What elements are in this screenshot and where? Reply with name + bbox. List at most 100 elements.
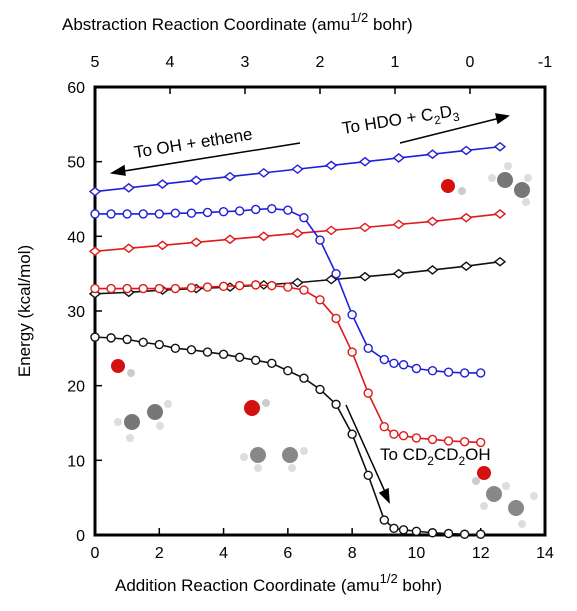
diamond-marker xyxy=(358,271,372,282)
circle-marker xyxy=(379,515,389,525)
circle-marker xyxy=(186,208,197,218)
circle-marker xyxy=(218,206,229,217)
circle-marker xyxy=(90,283,100,294)
diamond-marker xyxy=(291,277,304,288)
circle-marker xyxy=(218,349,229,360)
x-label-sup: 1/2 xyxy=(380,571,398,586)
annotation: To CD2CD2OH xyxy=(380,445,491,468)
diamond-marker xyxy=(392,219,405,230)
diamond-marker xyxy=(493,141,507,152)
circle-marker xyxy=(299,373,309,383)
circle-marker xyxy=(411,433,422,443)
annotation-subscript: 2 xyxy=(433,113,442,128)
annotation-part: To CD xyxy=(380,445,427,464)
x-tick-label: 10 xyxy=(408,545,426,562)
annotation-subscript: 3 xyxy=(452,110,461,125)
circle-marker xyxy=(218,281,229,292)
x-tick-label: 8 xyxy=(348,545,357,562)
circle-marker xyxy=(122,334,132,345)
circle-marker xyxy=(389,429,399,439)
circle-marker xyxy=(138,209,148,219)
x2-tick-label: 3 xyxy=(241,54,250,71)
circle-marker xyxy=(170,208,181,218)
circle-marker xyxy=(331,268,341,279)
annotation-subscript: 2 xyxy=(427,454,434,468)
circle-marker xyxy=(234,280,245,291)
y-tick-label: 0 xyxy=(76,528,85,545)
circle-marker xyxy=(267,280,277,291)
circle-marker xyxy=(283,366,293,376)
x-label-part: bohr) xyxy=(398,576,442,595)
circle-marker xyxy=(138,337,148,348)
circle-marker xyxy=(267,358,277,368)
x-tick-label: 2 xyxy=(155,545,164,562)
circle-marker xyxy=(331,399,341,410)
x2-label-part: Abstraction Reaction Coordinate (amu xyxy=(62,15,350,34)
circle-marker xyxy=(267,204,277,214)
circle-marker xyxy=(427,528,438,538)
diamond-marker xyxy=(460,261,473,272)
diamond-marker xyxy=(88,186,102,197)
diamond-marker xyxy=(190,237,203,248)
circle-marker xyxy=(283,205,293,215)
x-tick-label: 6 xyxy=(283,545,292,562)
x2-tick-label: 4 xyxy=(166,54,175,71)
circle-marker xyxy=(154,209,164,219)
diamond-marker xyxy=(122,243,135,254)
circle-marker xyxy=(251,280,261,290)
diamond-marker xyxy=(122,182,135,193)
annotation-part: CD xyxy=(434,445,459,464)
diamond-marker xyxy=(257,231,270,242)
annotation-part: OH xyxy=(465,445,491,464)
annotation-part: D xyxy=(438,102,453,123)
circle-marker xyxy=(202,347,213,357)
y-tick-label: 60 xyxy=(67,80,85,97)
x-axis-label: Addition Reaction Coordinate (amu1/2 boh… xyxy=(115,571,442,595)
circle-marker xyxy=(363,343,373,354)
circle-marker xyxy=(363,388,373,398)
diamond-marker xyxy=(460,212,473,223)
circle-marker xyxy=(459,529,470,539)
circle-marker xyxy=(331,313,341,324)
diamond-marker xyxy=(291,164,304,175)
x-tick-label: 14 xyxy=(536,545,554,562)
x2-label-sup: 1/2 xyxy=(350,10,368,25)
circle-marker xyxy=(170,283,181,294)
x2-label-part: bohr) xyxy=(368,15,412,34)
y-tick-label: 10 xyxy=(67,453,85,470)
circle-marker xyxy=(186,283,197,293)
circle-marker xyxy=(315,295,325,305)
circle-marker xyxy=(106,209,116,219)
circle-marker xyxy=(106,333,116,343)
circle-marker xyxy=(122,209,132,219)
diamond-marker xyxy=(426,216,439,227)
circle-marker xyxy=(411,363,422,374)
diamond-marker xyxy=(493,256,507,267)
circle-marker xyxy=(251,355,261,365)
circle-marker xyxy=(389,358,399,368)
diamond-marker xyxy=(460,145,473,156)
circle-marker xyxy=(427,434,438,445)
circle-marker xyxy=(363,470,373,480)
diamond-marker xyxy=(325,160,338,171)
circle-marker xyxy=(347,429,357,439)
circle-marker xyxy=(154,339,164,350)
circle-marker xyxy=(398,360,409,370)
circle-marker xyxy=(202,207,213,218)
x2-tick-label: -1 xyxy=(538,54,552,71)
diamond-marker xyxy=(426,265,439,275)
annotation: To HDO + C2D3 xyxy=(341,101,461,142)
circle-marker xyxy=(459,368,470,378)
circle-marker xyxy=(154,283,164,294)
y-tick-label: 50 xyxy=(67,155,85,172)
diamond-marker xyxy=(156,240,169,251)
circle-marker xyxy=(443,436,454,446)
circle-marker xyxy=(389,523,399,533)
diamond-marker xyxy=(257,167,270,178)
circle-marker xyxy=(299,212,309,223)
circle-marker xyxy=(90,332,100,342)
circle-marker xyxy=(299,285,309,295)
x2-axis-label: Abstraction Reaction Coordinate (amu1/2 … xyxy=(62,10,413,34)
circle-marker xyxy=(283,282,293,292)
